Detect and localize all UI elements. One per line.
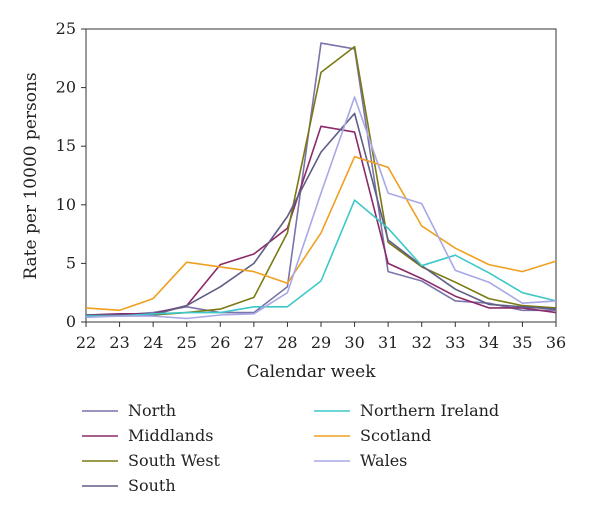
series-line-wales (85, 96, 557, 320)
series-line-scotland (85, 155, 557, 312)
legend-item: South (82, 476, 176, 495)
y-tick-label: 10 (56, 195, 76, 214)
x-tick-label: 31 (378, 333, 398, 352)
legend: North Middlands South West South Northern Ir… (82, 401, 499, 495)
x-tick-label: 22 (76, 333, 96, 352)
legend-label: Middlands (128, 426, 213, 445)
legend-item: Middlands (82, 426, 213, 445)
x-tick-label: 25 (177, 333, 197, 352)
legend-item: Scotland (314, 426, 431, 445)
x-tick-label: 30 (344, 333, 364, 352)
y-tick-label: 15 (56, 136, 76, 155)
legend-item: Northern Ireland (314, 401, 499, 420)
series-line-northern-ireland (86, 199, 557, 317)
x-tick-label: 23 (109, 333, 129, 352)
y-tick-label: 0 (66, 312, 76, 331)
x-tick-label: 35 (512, 333, 532, 352)
legend-label: Wales (360, 451, 407, 470)
legend-item: South West (82, 451, 221, 470)
x-tick-label: 27 (244, 333, 264, 352)
x-axis: 22 23 24 25 26 27 28 29 30 31 32 33 34 35 36 (76, 322, 566, 352)
x-tick-label: 28 (277, 333, 297, 352)
y-tick-label: 5 (66, 253, 76, 272)
legend-label: South West (128, 451, 221, 470)
x-tick-label: 32 (412, 333, 432, 352)
legend-label: Scotland (360, 426, 431, 445)
legend-label: North (128, 401, 176, 420)
x-tick-label: 36 (546, 333, 566, 352)
legend-item: Wales (314, 451, 407, 470)
series-line-south-west (86, 45, 557, 317)
y-tick-label: 25 (56, 19, 76, 38)
y-tick-label: 20 (56, 78, 76, 97)
x-tick-label: 34 (479, 333, 499, 352)
x-tick-label: 26 (210, 333, 230, 352)
series-lines (85, 42, 557, 320)
legend-label: South (128, 476, 176, 495)
legend-item: North (82, 401, 176, 420)
legend-label: Northern Ireland (360, 401, 499, 420)
series-line-south (86, 112, 557, 316)
x-axis-title: Calendar week (246, 362, 376, 382)
x-tick-label: 24 (143, 333, 163, 352)
y-axis: 0 5 10 15 20 25 (56, 19, 86, 331)
x-tick-label: 33 (445, 333, 465, 352)
series-line-north (85, 42, 556, 317)
series-line-middlands (85, 125, 557, 316)
x-tick-label: 29 (311, 333, 331, 352)
y-axis-title: Rate per 10000 persons (21, 72, 41, 279)
